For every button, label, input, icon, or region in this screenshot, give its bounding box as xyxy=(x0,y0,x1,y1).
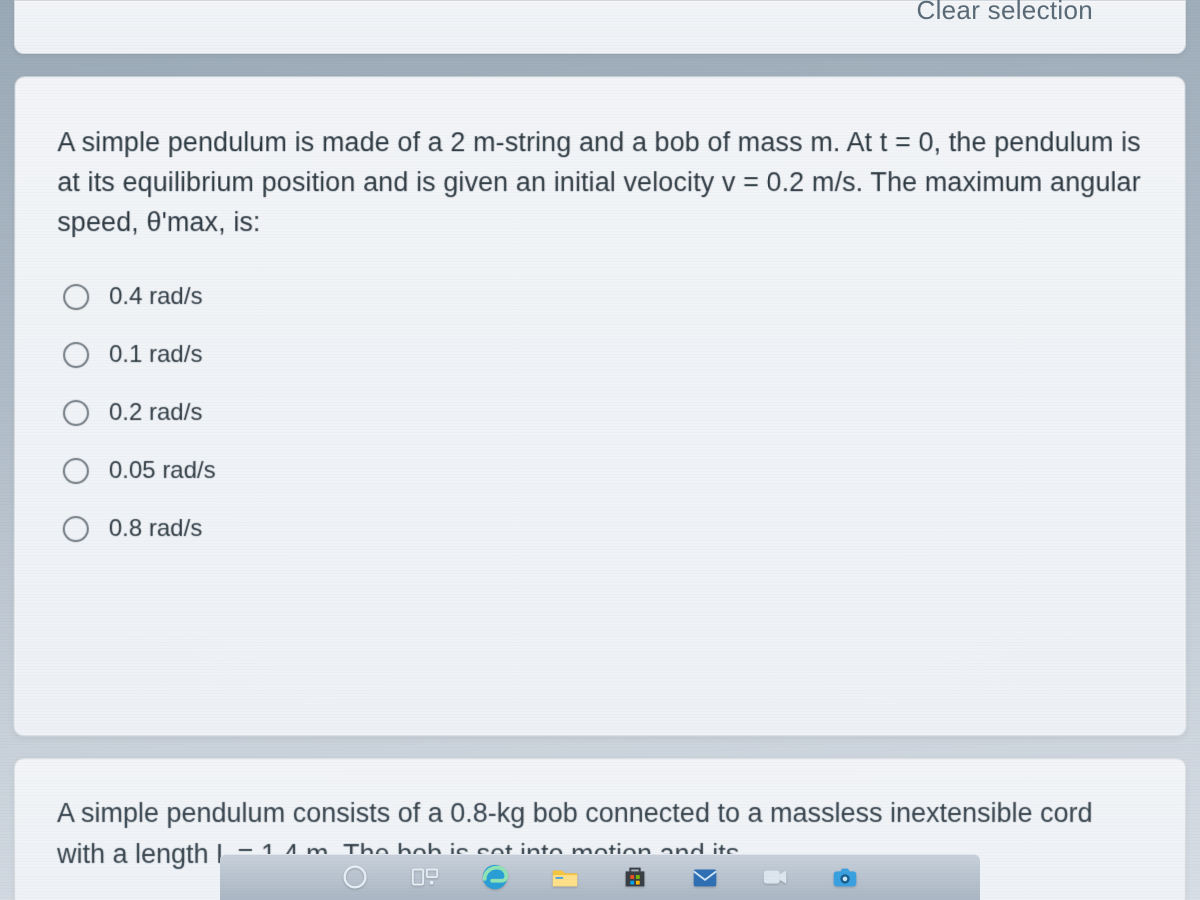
camera-icon[interactable] xyxy=(828,860,862,894)
option-label: 0.05 rad/s xyxy=(109,457,216,485)
screen-photo: Clear selection A simple pendulum is mad… xyxy=(0,0,1200,900)
option-3[interactable]: 0.05 rad/s xyxy=(63,457,1145,485)
radio-icon[interactable] xyxy=(63,400,89,426)
meet-now-icon[interactable] xyxy=(758,860,792,894)
windows-taskbar xyxy=(220,854,980,900)
option-2[interactable]: 0.2 rad/s xyxy=(63,399,1145,427)
mail-icon[interactable] xyxy=(688,860,722,894)
radio-icon[interactable] xyxy=(63,516,89,542)
option-label: 0.4 rad/s xyxy=(109,283,202,311)
previous-question-card-bottom: Clear selection xyxy=(14,0,1186,54)
task-view-icon[interactable] xyxy=(408,860,442,894)
option-label: 0.2 rad/s xyxy=(109,399,202,427)
edge-icon[interactable] xyxy=(478,860,512,894)
cortana-circle-icon[interactable] xyxy=(338,860,372,894)
question-card: A simple pendulum is made of a 2 m-strin… xyxy=(13,76,1186,736)
options-group: 0.4 rad/s 0.1 rad/s 0.2 rad/s 0.05 rad/s… xyxy=(57,283,1145,543)
option-1[interactable]: 0.1 rad/s xyxy=(63,341,1145,369)
file-explorer-icon[interactable] xyxy=(548,860,582,894)
ms-store-icon[interactable] xyxy=(618,860,652,894)
clear-selection-link[interactable]: Clear selection xyxy=(917,0,1093,26)
question-text: A simple pendulum is made of a 2 m-strin… xyxy=(57,123,1144,243)
radio-icon[interactable] xyxy=(63,342,89,368)
radio-icon[interactable] xyxy=(63,284,89,310)
radio-icon[interactable] xyxy=(63,458,89,484)
option-4[interactable]: 0.8 rad/s xyxy=(63,515,1145,543)
option-0[interactable]: 0.4 rad/s xyxy=(63,283,1145,311)
option-label: 0.8 rad/s xyxy=(109,515,202,543)
option-label: 0.1 rad/s xyxy=(109,341,202,369)
